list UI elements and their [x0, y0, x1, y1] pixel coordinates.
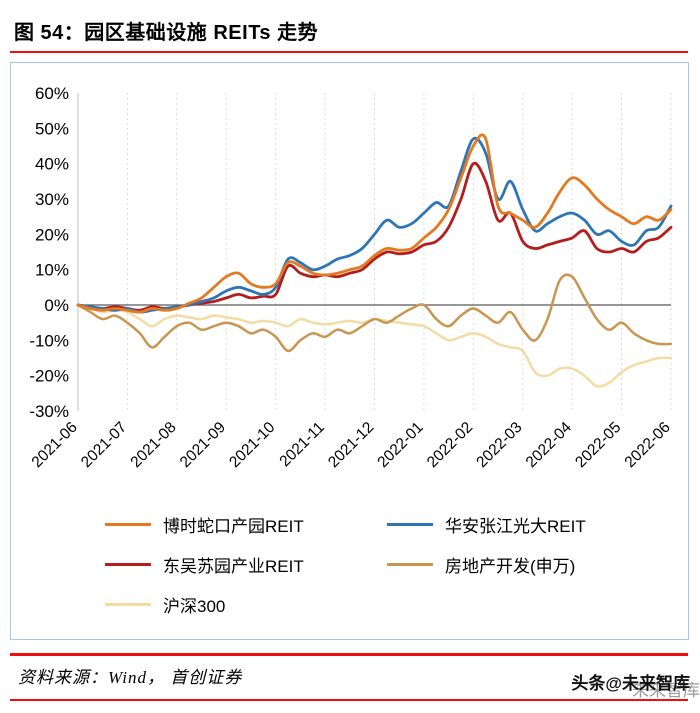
legend-label: 东吴苏园产业REIT	[163, 556, 304, 576]
series-line-0	[76, 133, 673, 314]
chart-legend: 博时蛇口产园REIT 华安张江光大REIT 东吴苏园产业REIT 房地产开发(申万) 沪…	[11, 505, 688, 616]
svg-text:-20%: -20%	[29, 367, 69, 386]
legend-swatch	[105, 562, 151, 566]
legend-item: 东吴苏园产业REIT	[105, 553, 387, 576]
svg-text:2022-03: 2022-03	[473, 419, 525, 471]
svg-text:2022-05: 2022-05	[572, 419, 624, 471]
source-text: 资料来源：Wind， 首创证券	[18, 668, 243, 687]
footer-rule-top	[10, 653, 688, 656]
legend-swatch	[105, 602, 151, 606]
y-axis-labels: 60% 50% 40% 30% 20% 10% 0% -10% -20% -30%	[29, 84, 69, 421]
watermark-echo: 未来智库	[632, 681, 700, 700]
svg-text:20%: 20%	[35, 225, 69, 244]
legend-item: 华安张江光大REIT	[387, 513, 688, 536]
legend-item: 沪深300	[105, 593, 387, 616]
svg-text:2021-09: 2021-09	[177, 419, 229, 471]
gridlines	[77, 93, 672, 411]
legend-label: 华安张江光大REIT	[445, 516, 586, 536]
series-line-3	[76, 273, 673, 353]
legend-swatch	[387, 522, 433, 526]
svg-text:2021-10: 2021-10	[226, 419, 279, 472]
legend-label: 沪深300	[163, 596, 226, 616]
svg-text:2021-11: 2021-11	[276, 419, 327, 470]
svg-text:2022-06: 2022-06	[622, 419, 674, 471]
svg-text:30%: 30%	[35, 190, 69, 209]
x-axis-labels: 2021-062021-072021-082021-092021-102021-…	[29, 419, 674, 472]
line-chart: 60%50%40%30%20%10%0%-10%-20%-30%2021-062…	[29, 84, 674, 472]
title-rule	[10, 51, 688, 53]
legend-label: 房地产开发(申万)	[445, 556, 576, 576]
svg-text:2021-12: 2021-12	[325, 419, 377, 471]
svg-text:2022-02: 2022-02	[424, 419, 476, 471]
svg-text:0%: 0%	[44, 296, 69, 315]
legend-swatch	[387, 562, 433, 566]
svg-text:-10%: -10%	[29, 331, 69, 350]
svg-text:2022-04: 2022-04	[523, 419, 576, 472]
footer-rule-bottom	[10, 699, 688, 701]
figure-title: 图 54：园区基础设施 REITs 走势	[14, 22, 319, 44]
legend-item: 博时蛇口产园REIT	[105, 513, 387, 536]
legend-swatch	[105, 522, 151, 526]
svg-text:2021-08: 2021-08	[127, 419, 179, 471]
legend-label: 博时蛇口产园REIT	[163, 516, 304, 536]
svg-text:2021-07: 2021-07	[78, 419, 130, 471]
chart-panel: 60% 50% 40% 30% 20% 10% 0% -10% -20% -30% 2021-06 2…	[10, 62, 689, 640]
svg-text:10%: 10%	[35, 261, 69, 280]
series-line-1	[76, 136, 673, 314]
svg-text:2022-01: 2022-01	[374, 419, 426, 471]
svg-text:40%: 40%	[35, 155, 69, 174]
svg-text:2021-06: 2021-06	[29, 419, 81, 471]
svg-text:50%: 50%	[35, 119, 69, 138]
legend-item: 房地产开发(申万)	[387, 553, 688, 576]
watermark: 头条@未来智库	[571, 674, 690, 693]
svg-text:-30%: -30%	[29, 402, 69, 421]
svg-text:60%: 60%	[35, 84, 69, 103]
